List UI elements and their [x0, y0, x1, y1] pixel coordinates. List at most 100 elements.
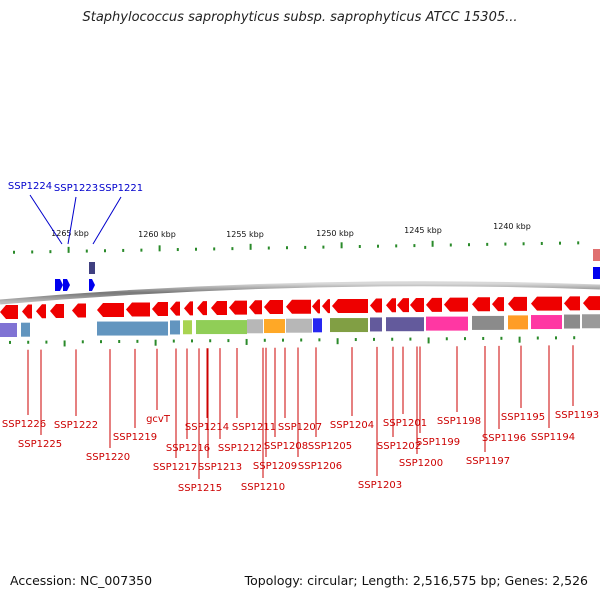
reverse-gene-label: SSP1197 — [466, 456, 510, 467]
reverse-gene-label: SSP1225 — [18, 439, 62, 450]
gene-leader-line — [29, 194, 63, 245]
reverse-gene-label: SSP1201 — [383, 418, 427, 429]
reverse-gene-arrow — [197, 301, 207, 316]
forward-gene-label: SSP1221 — [99, 183, 143, 194]
reverse-gene-arrow — [264, 300, 283, 315]
reverse-gene-label: SSP1198 — [437, 416, 481, 427]
reverse-gene-label: SSP1194 — [531, 432, 575, 443]
reverse-gene-arrow — [50, 303, 64, 318]
reverse-gene-label: SSP1216 — [166, 443, 210, 454]
scale-label: 1240 kbp — [493, 222, 531, 231]
reverse-gene-label: SSP1220 — [86, 452, 130, 463]
reverse-gene-arrow — [152, 302, 168, 317]
cog-segment — [264, 319, 285, 334]
reverse-gene-arrow — [410, 298, 424, 313]
reverse-gene-arrow — [72, 303, 86, 318]
cog-segment — [313, 318, 322, 333]
reverse-gene-label: SSP1202 — [377, 441, 421, 452]
reverse-gene-label: gcvT — [146, 414, 171, 425]
cog-segment — [472, 315, 504, 330]
reverse-gene-arrow — [492, 297, 504, 312]
reverse-gene-arrow — [97, 303, 124, 318]
reverse-gene-arrow — [211, 300, 227, 315]
reverse-gene-label: SSP1213 — [198, 462, 242, 473]
cog-segment — [170, 320, 180, 335]
accession-label: Accession: NC_007350 — [10, 573, 153, 588]
reverse-gene-label: SSP1193 — [555, 410, 599, 421]
reverse-gene-arrow — [370, 298, 382, 313]
reverse-gene-arrow — [286, 299, 311, 314]
scale-label: 1245 kbp — [404, 226, 442, 235]
reverse-gene-label: SSP1222 — [54, 420, 98, 431]
reverse-gene-label: SSP1206 — [298, 461, 342, 472]
forward-gene-arrow — [63, 279, 70, 291]
reverse-gene-label: SSP1211 — [232, 422, 276, 433]
genome-summary-label: Topology: circular; Length: 2,516,575 bp… — [244, 573, 588, 588]
reverse-gene-label: SSP1195 — [501, 412, 545, 423]
reverse-gene-label: SSP1226 — [2, 419, 46, 430]
reverse-gene-arrow — [397, 298, 409, 313]
cog-segment — [531, 315, 562, 330]
gene-leader-line — [67, 196, 77, 245]
scale-labels: 1265 kbp 1260 kbp 1255 kbp 1250 kbp 1245 kbp… — [51, 222, 531, 239]
reverse-gene-label: SSP1205 — [308, 441, 352, 452]
reverse-gene-arrow — [472, 297, 490, 312]
reverse-gene-label: SSP1209 — [253, 461, 297, 472]
reverse-gene-track — [0, 296, 600, 319]
reverse-gene-arrow — [531, 296, 562, 311]
reverse-gene-label: SSP1199 — [416, 437, 460, 448]
scale-label: 1260 kbp — [138, 230, 176, 239]
reverse-gene-label: SSP1207 — [278, 422, 322, 433]
forward-gene-label: SSP1224 — [8, 181, 52, 192]
reverse-gene-arrow — [386, 298, 396, 313]
forward-gene-track — [55, 249, 600, 291]
reverse-gene-arrow — [249, 300, 262, 315]
reverse-gene-arrow — [36, 304, 46, 319]
gene-leader-line — [92, 196, 122, 245]
cog-segment — [97, 321, 168, 336]
reverse-gene-label: SSP1214 — [185, 422, 229, 433]
reverse-gene-label: SSP1204 — [330, 420, 374, 431]
reverse-gene-label: SSP1210 — [241, 482, 285, 493]
cog-segment — [386, 317, 424, 332]
cog-segment — [370, 317, 382, 332]
reverse-gene-label: SSP1217 — [153, 462, 197, 473]
genome-backbone — [0, 281, 600, 305]
scale-label: 1250 kbp — [316, 229, 354, 238]
forward-gene-labels: SSP1224 SSP1223 SSP1221 — [8, 181, 143, 245]
forward-gene-arrow — [593, 267, 600, 279]
cog-segment — [330, 318, 368, 333]
cog-segment — [508, 315, 528, 330]
reverse-gene-arrow — [564, 296, 580, 311]
reverse-gene-label: SSP1215 — [178, 483, 222, 494]
reverse-gene-arrow — [170, 301, 180, 316]
reverse-gene-arrow — [22, 304, 32, 319]
reverse-gene-arrow — [312, 299, 320, 314]
cog-segment — [196, 320, 247, 335]
reverse-gene-label: SSP1208 — [264, 441, 308, 452]
cog-segment — [21, 322, 30, 337]
cog-segment — [183, 320, 192, 335]
cog-segment — [0, 323, 17, 337]
bottom-tick-row — [9, 336, 576, 347]
reverse-gene-arrow — [184, 301, 193, 316]
cog-segment — [286, 318, 312, 333]
reverse-gene-label: SSP1196 — [482, 433, 526, 444]
reverse-gene-labels: SSP1226 SSP1225 SSP1222 SSP1220 SSP1219 gcvT S… — [2, 345, 599, 494]
forward-gene-arrow — [55, 279, 63, 291]
reverse-gene-arrow — [322, 299, 330, 314]
cog-segment — [564, 314, 580, 329]
reverse-gene-label: SSP1200 — [399, 458, 443, 469]
top-tick-row — [13, 240, 580, 254]
cog-color-band — [0, 314, 600, 337]
reverse-gene-arrow — [126, 302, 150, 317]
scale-label: 1255 kbp — [226, 230, 264, 239]
reverse-gene-arrow — [426, 297, 442, 312]
reverse-gene-label: SSP1219 — [113, 432, 157, 443]
cog-segment — [247, 319, 263, 334]
reverse-gene-label: SSP1203 — [358, 480, 402, 491]
forward-gene-arrow — [593, 249, 600, 261]
reverse-gene-arrow — [229, 300, 247, 315]
reverse-gene-arrow — [583, 296, 600, 311]
